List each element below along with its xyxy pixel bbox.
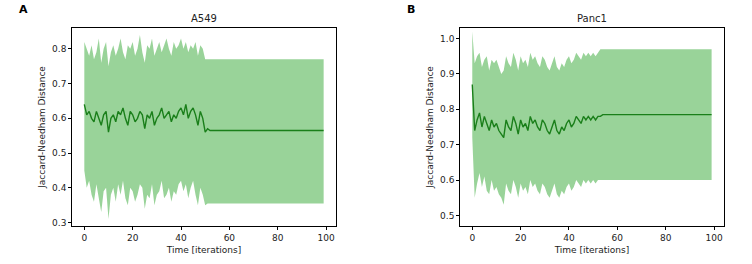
svg-text:0.8: 0.8 [52, 44, 67, 54]
svg-text:0.7: 0.7 [440, 140, 454, 150]
svg-text:0.6: 0.6 [440, 175, 455, 185]
svg-text:Time [iterations]: Time [iterations] [554, 245, 630, 255]
svg-text:0: 0 [469, 233, 475, 243]
svg-text:60: 60 [612, 233, 624, 243]
svg-text:Time [iterations]: Time [iterations] [166, 245, 242, 255]
svg-text:0.6: 0.6 [52, 113, 67, 123]
svg-text:20: 20 [515, 233, 527, 243]
svg-text:0.5: 0.5 [440, 211, 454, 221]
svg-text:0.3: 0.3 [52, 218, 66, 228]
svg-text:1.0: 1.0 [440, 34, 455, 44]
svg-text:0.4: 0.4 [52, 183, 67, 193]
svg-text:100: 100 [317, 233, 334, 243]
svg-text:80: 80 [660, 233, 672, 243]
svg-text:B: B [407, 3, 415, 16]
svg-text:40: 40 [175, 233, 187, 243]
svg-text:Jaccard-Needham Distance: Jaccard-Needham Distance [425, 66, 435, 189]
svg-text:0: 0 [81, 233, 87, 243]
svg-text:A549: A549 [191, 13, 217, 24]
svg-text:60: 60 [224, 233, 236, 243]
svg-text:A: A [19, 3, 28, 16]
svg-text:80: 80 [272, 233, 284, 243]
svg-text:0.9: 0.9 [440, 69, 455, 79]
svg-text:100: 100 [705, 233, 722, 243]
svg-text:20: 20 [127, 233, 139, 243]
svg-text:Panc1: Panc1 [577, 13, 607, 24]
svg-text:Jaccard-Needham Distance: Jaccard-Needham Distance [37, 66, 47, 189]
svg-text:0.5: 0.5 [52, 148, 66, 158]
svg-text:40: 40 [563, 233, 575, 243]
svg-text:0.7: 0.7 [52, 79, 66, 89]
svg-text:0.8: 0.8 [440, 104, 455, 114]
